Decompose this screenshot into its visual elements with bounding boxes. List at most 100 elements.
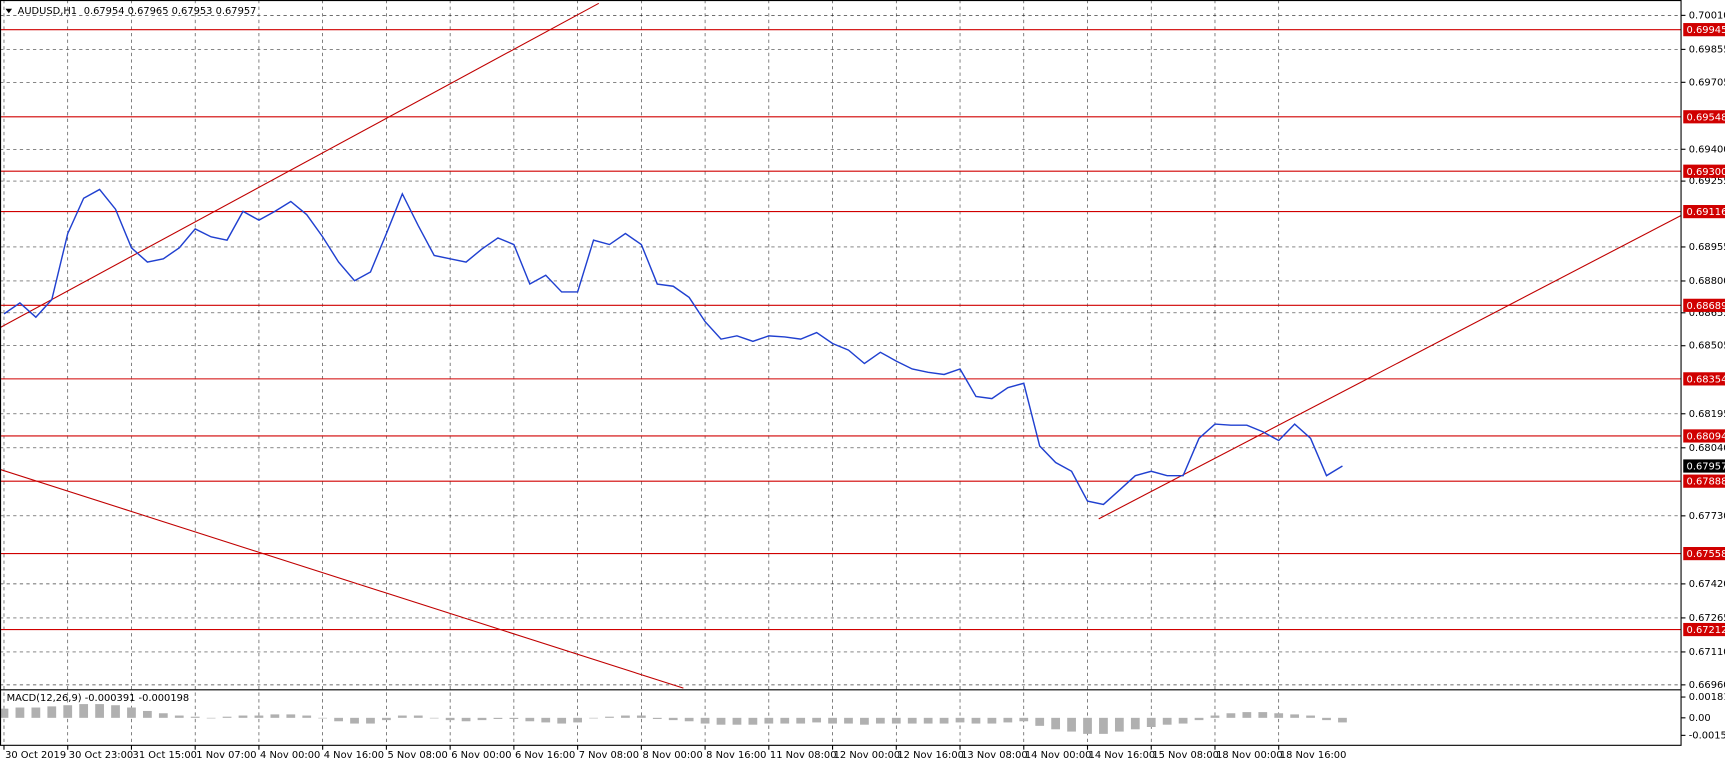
x-tick-label: 6 Nov 00:00 [451,750,511,761]
level-label-box [1683,205,1725,219]
macd-bar [350,717,359,724]
macd-bar [254,715,264,718]
x-tick-label: 12 Nov 16:00 [897,750,964,761]
macd-bar [445,717,455,721]
x-tick-label: 13 Nov 08:00 [961,750,1028,761]
macd-bar [621,715,630,718]
macd-bar [1162,717,1172,725]
x-tick-label: 18 Nov 16:00 [1280,750,1347,761]
macd-bar [891,717,901,724]
macd-bar [397,715,407,718]
macd-bar [127,707,136,718]
macd-bar [206,717,216,719]
macd-bar [1003,717,1013,723]
macd-bar [1306,715,1315,718]
level-label-box [1683,372,1725,386]
macd-bar [1114,717,1124,732]
macd-bar [1290,714,1300,718]
macd-bar [111,705,120,718]
price-line [3,188,1343,506]
macd-bar [812,717,822,723]
macd-bar [95,704,104,718]
y-tick-label: 0.001816 [1689,692,1725,703]
macd-bar [796,717,806,724]
macd-bar [700,717,710,724]
macd-bar [63,705,73,718]
level-label-box [1683,298,1725,312]
level-label-box [1683,474,1725,488]
macd-title: MACD(12,26,9) -0.000391 -0.000198 [7,693,190,704]
macd-bar [1051,717,1061,730]
macd-bar [684,717,694,722]
macd-bar [1194,717,1204,721]
macd-bar [429,717,439,719]
macd-bar [493,717,503,719]
level-label: 0.67888 [1687,477,1725,488]
macd-bar [668,717,678,721]
y-tick-label: 0.68955 [1689,242,1725,253]
last-price-label: 0.67957 [1687,462,1725,473]
macd-bar [318,717,328,719]
macd-bar [541,717,551,723]
macd-bar [1067,717,1076,732]
macd-bar [79,704,89,718]
menu-arrow[interactable] [5,8,13,14]
ohlc-values: 0.67954 0.67965 0.67953 0.67957 [84,6,257,17]
macd-bar [923,717,933,724]
macd-bar [1242,712,1252,718]
macd-bar [525,717,535,722]
x-tick-label: 11 Nov 08:00 [770,750,837,761]
x-tick-label: 8 Nov 16:00 [706,750,766,761]
macd-bar [939,717,949,724]
y-tick-label: 0.67265 [1689,613,1725,624]
y-tick-label: 0.68195 [1689,409,1725,420]
level-label-box [1683,23,1725,37]
level-label: 0.69300 [1687,167,1725,178]
macd-bar [971,717,981,724]
macd-bar [382,717,391,721]
macd-bar [302,715,312,718]
x-tick-label: 30 Oct 23:00 [69,750,133,761]
level-label: 0.68689 [1687,301,1725,312]
level-label-box [1683,429,1725,443]
y-tick-label: 0.69705 [1689,77,1725,88]
macd-bar [955,717,965,723]
y-tick-label: 0.66960 [1689,680,1725,691]
x-tick-label: 18 Nov 00:00 [1216,750,1283,761]
y-tick-label: 0.69255 [1689,176,1725,187]
macd-bar [860,717,869,725]
macd-bar [286,714,296,718]
level-label: 0.69548 [1687,112,1725,123]
macd-bar [509,717,519,719]
macd-bar [1035,717,1045,726]
macd-bar [143,710,152,718]
level-label: 0.67558 [1687,549,1725,560]
trendline [0,468,684,689]
macd-bar [461,717,471,722]
macd-bar [1338,717,1347,723]
macd-bar [1083,717,1092,734]
x-tick-label: 14 Nov 16:00 [1089,750,1156,761]
macd-bar [1178,717,1188,724]
x-tick-label: 1 Nov 07:00 [196,750,256,761]
level-label: 0.68094 [1687,431,1725,442]
y-tick-label: -0.00153 [1689,730,1725,741]
marks [0,188,1347,734]
levels [0,29,1682,631]
macd-bar [15,707,25,718]
macd-bar [1130,717,1140,730]
y-tick-label: 0.69855 [1689,44,1725,55]
macd-bar [652,717,662,719]
level-label-box [1683,164,1725,178]
macd-bar [844,717,853,724]
macd-bar [557,717,567,724]
macd-bar [780,717,790,724]
macd-bar [636,715,646,718]
macd-bar [366,717,375,724]
macd-bar [764,717,774,724]
